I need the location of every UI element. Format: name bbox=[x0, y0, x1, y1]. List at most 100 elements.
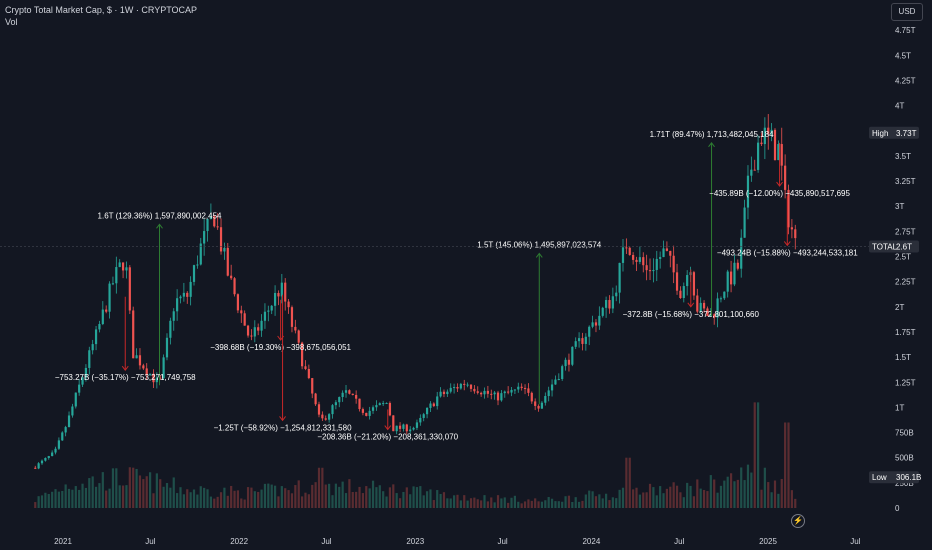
candle-body bbox=[557, 378, 560, 380]
x-tick-label: Jul bbox=[674, 537, 684, 546]
candle-body bbox=[723, 291, 726, 299]
candle-body bbox=[111, 283, 115, 285]
y-tick-label: 1.5T bbox=[895, 353, 911, 362]
volume-bar bbox=[121, 485, 125, 508]
candle-body bbox=[328, 414, 331, 420]
volume-bar bbox=[243, 499, 246, 508]
volume-bar bbox=[642, 492, 645, 508]
candle-body bbox=[243, 313, 246, 326]
candle-body bbox=[105, 309, 108, 312]
candle-body bbox=[267, 310, 270, 312]
candle-body bbox=[662, 248, 665, 258]
candle-body bbox=[517, 386, 520, 390]
volume-bar bbox=[125, 485, 128, 508]
volume-bar bbox=[138, 475, 142, 508]
volume-bar bbox=[598, 494, 601, 508]
candle-body bbox=[561, 366, 564, 379]
low-badge bbox=[869, 471, 919, 484]
volume-bar bbox=[37, 496, 40, 508]
candle-body bbox=[398, 425, 402, 429]
y-tick-label: 3T bbox=[895, 202, 904, 211]
volume-bar bbox=[395, 493, 398, 508]
candle-body bbox=[439, 391, 442, 397]
candle-body bbox=[432, 403, 435, 407]
volume-bar bbox=[675, 485, 679, 508]
candle-body bbox=[510, 389, 513, 393]
candle-body bbox=[493, 392, 496, 395]
high-label: High bbox=[872, 129, 888, 138]
volume-bar bbox=[405, 487, 408, 508]
volume-bar bbox=[186, 489, 189, 508]
currency-button[interactable]: USD bbox=[891, 3, 923, 21]
y-tick-label: 2.25T bbox=[895, 278, 916, 287]
candle-body bbox=[702, 302, 706, 309]
volume-bar bbox=[44, 492, 47, 508]
candle-body bbox=[456, 387, 459, 389]
y-tick-label: 4.5T bbox=[895, 51, 911, 60]
volume-bar bbox=[196, 494, 199, 508]
candle-body bbox=[588, 326, 591, 337]
volume-bar bbox=[655, 495, 658, 508]
volume-bar bbox=[98, 483, 101, 508]
candle-body bbox=[598, 315, 601, 326]
candle-body bbox=[280, 282, 283, 297]
high-badge bbox=[869, 126, 919, 139]
candle-body bbox=[675, 272, 679, 291]
volume-bar bbox=[338, 486, 341, 508]
volume-bar bbox=[648, 483, 652, 508]
candle-body bbox=[388, 402, 392, 416]
volume-bar bbox=[321, 467, 324, 508]
volume-bar bbox=[88, 478, 91, 508]
measure-arrowhead bbox=[279, 416, 286, 422]
volume-bar bbox=[534, 498, 537, 508]
measure-arrowhead bbox=[783, 241, 791, 247]
volume-bar bbox=[628, 457, 631, 508]
low-value: 306.1B bbox=[896, 473, 921, 482]
volume-bar bbox=[709, 475, 712, 508]
candle-body bbox=[54, 448, 57, 453]
candle-body bbox=[47, 456, 50, 458]
volume-bar bbox=[780, 478, 783, 508]
candle-body bbox=[199, 243, 202, 265]
volume-bar bbox=[328, 483, 331, 508]
candle-body bbox=[236, 294, 240, 311]
volume-bar bbox=[348, 479, 351, 508]
candle-body bbox=[496, 392, 500, 401]
volume-bar bbox=[182, 494, 185, 508]
x-tick-label: 2022 bbox=[230, 537, 248, 546]
candle-body bbox=[128, 267, 131, 311]
candle-body bbox=[240, 310, 243, 314]
candle-body bbox=[530, 392, 533, 402]
volume-bar bbox=[159, 479, 162, 508]
volume-bar bbox=[618, 489, 621, 508]
candle-body bbox=[581, 338, 584, 344]
candle-body bbox=[750, 169, 753, 176]
candle-body bbox=[422, 414, 425, 418]
candle-body bbox=[453, 387, 456, 389]
candle-body bbox=[628, 247, 631, 255]
candle-body bbox=[98, 324, 101, 330]
volume-bar bbox=[253, 491, 256, 508]
candle-body bbox=[118, 262, 121, 268]
volume-bar bbox=[203, 487, 206, 508]
candle-body bbox=[294, 326, 297, 331]
candle-body bbox=[473, 388, 476, 392]
candle-body bbox=[743, 207, 746, 238]
measure-label: −435.89B (−12.00%) −435,890,517,695 bbox=[709, 189, 850, 198]
measure-arrowhead bbox=[156, 223, 163, 229]
candle-body bbox=[138, 355, 142, 366]
candle-body bbox=[371, 407, 375, 411]
volume-bar bbox=[486, 501, 489, 508]
candle-body bbox=[351, 393, 354, 395]
volume-bar bbox=[574, 497, 577, 508]
measure-arrowhead bbox=[708, 141, 715, 148]
candle-body bbox=[429, 403, 432, 408]
measure-label: −753.27B (−35.17%) −753,271,749,758 bbox=[55, 373, 196, 382]
volume-bar bbox=[679, 492, 682, 508]
lightning-icon[interactable]: ⚡ bbox=[791, 514, 805, 528]
volume-bar bbox=[270, 484, 273, 508]
volume-bar bbox=[108, 488, 111, 508]
volume-bar bbox=[527, 499, 530, 508]
candle-body bbox=[696, 295, 699, 312]
